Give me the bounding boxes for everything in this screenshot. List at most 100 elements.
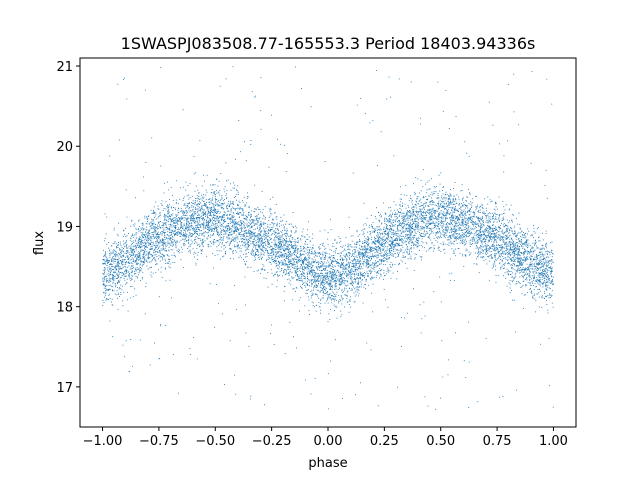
data-point — [236, 213, 238, 214]
data-point — [166, 237, 168, 239]
data-point — [420, 227, 422, 229]
data-point — [531, 282, 533, 284]
data-point — [327, 297, 329, 299]
data-point — [533, 237, 535, 238]
data-point — [483, 237, 484, 239]
data-point — [374, 270, 376, 272]
data-point — [326, 282, 328, 284]
data-point — [332, 298, 334, 300]
data-point — [229, 243, 231, 244]
data-point — [542, 245, 544, 247]
data-point — [289, 223, 291, 225]
data-point — [255, 245, 257, 247]
data-point — [323, 282, 325, 283]
data-point — [270, 254, 272, 256]
data-point — [466, 223, 468, 225]
data-point — [387, 237, 389, 239]
data-point — [215, 217, 217, 219]
data-point — [326, 253, 328, 254]
data-point — [546, 256, 548, 258]
data-point — [457, 210, 459, 211]
data-point — [319, 230, 321, 232]
data-point — [311, 271, 313, 273]
data-point — [247, 235, 249, 237]
data-point — [214, 212, 216, 214]
data-point — [325, 287, 327, 289]
data-point — [346, 281, 348, 283]
data-point — [476, 235, 478, 237]
data-point — [228, 230, 230, 231]
data-point — [536, 277, 538, 278]
data-point — [417, 178, 419, 180]
data-point — [134, 280, 136, 282]
data-point — [414, 204, 416, 205]
data-point — [429, 210, 431, 212]
data-point — [255, 239, 257, 241]
data-point — [340, 258, 341, 260]
data-point — [439, 236, 441, 238]
data-point — [341, 297, 343, 299]
data-point — [487, 222, 489, 224]
data-point — [309, 263, 310, 265]
data-point — [515, 232, 516, 234]
data-point — [125, 242, 127, 244]
data-point — [195, 241, 197, 243]
data-point — [138, 240, 140, 242]
data-point — [238, 223, 240, 225]
data-point — [132, 265, 134, 267]
data-point — [185, 181, 187, 183]
data-point — [166, 206, 168, 207]
data-point — [220, 203, 222, 205]
data-point — [200, 208, 202, 210]
data-point — [111, 258, 113, 260]
data-point — [393, 246, 394, 248]
data-point — [417, 246, 418, 248]
data-point — [351, 284, 353, 286]
data-point — [412, 209, 414, 211]
data-point — [273, 261, 275, 263]
data-point — [322, 297, 324, 299]
data-point — [469, 254, 471, 256]
data-point — [334, 298, 336, 300]
data-point — [488, 239, 490, 241]
data-point — [483, 260, 485, 262]
data-point — [135, 249, 137, 251]
data-point — [288, 255, 290, 257]
data-point — [115, 251, 117, 253]
data-point — [109, 257, 111, 259]
data-point — [552, 262, 554, 264]
data-point — [319, 280, 321, 282]
data-point — [236, 189, 237, 191]
data-point — [477, 223, 479, 225]
data-point — [140, 238, 142, 240]
data-point — [478, 220, 480, 222]
data-point — [326, 281, 328, 283]
data-point — [507, 263, 509, 265]
data-point — [116, 269, 118, 271]
data-point — [202, 242, 204, 243]
data-point — [163, 246, 164, 248]
data-point — [226, 193, 227, 195]
data-point — [118, 263, 120, 265]
data-point — [450, 230, 452, 232]
data-point — [477, 225, 479, 227]
data-point — [211, 206, 213, 208]
data-point — [289, 280, 291, 282]
data-point — [445, 215, 447, 217]
data-point — [218, 233, 220, 235]
data-point — [433, 202, 435, 203]
data-point — [510, 259, 512, 261]
data-point — [222, 256, 224, 258]
data-point — [452, 229, 454, 231]
data-point — [144, 233, 146, 235]
data-point — [188, 242, 190, 244]
data-point — [104, 268, 106, 270]
data-point — [518, 282, 520, 283]
data-point — [308, 255, 310, 257]
data-point — [325, 280, 327, 282]
data-point — [180, 210, 182, 212]
data-point — [363, 275, 365, 277]
data-point — [548, 260, 550, 261]
data-point — [294, 266, 296, 268]
data-point — [161, 200, 163, 202]
